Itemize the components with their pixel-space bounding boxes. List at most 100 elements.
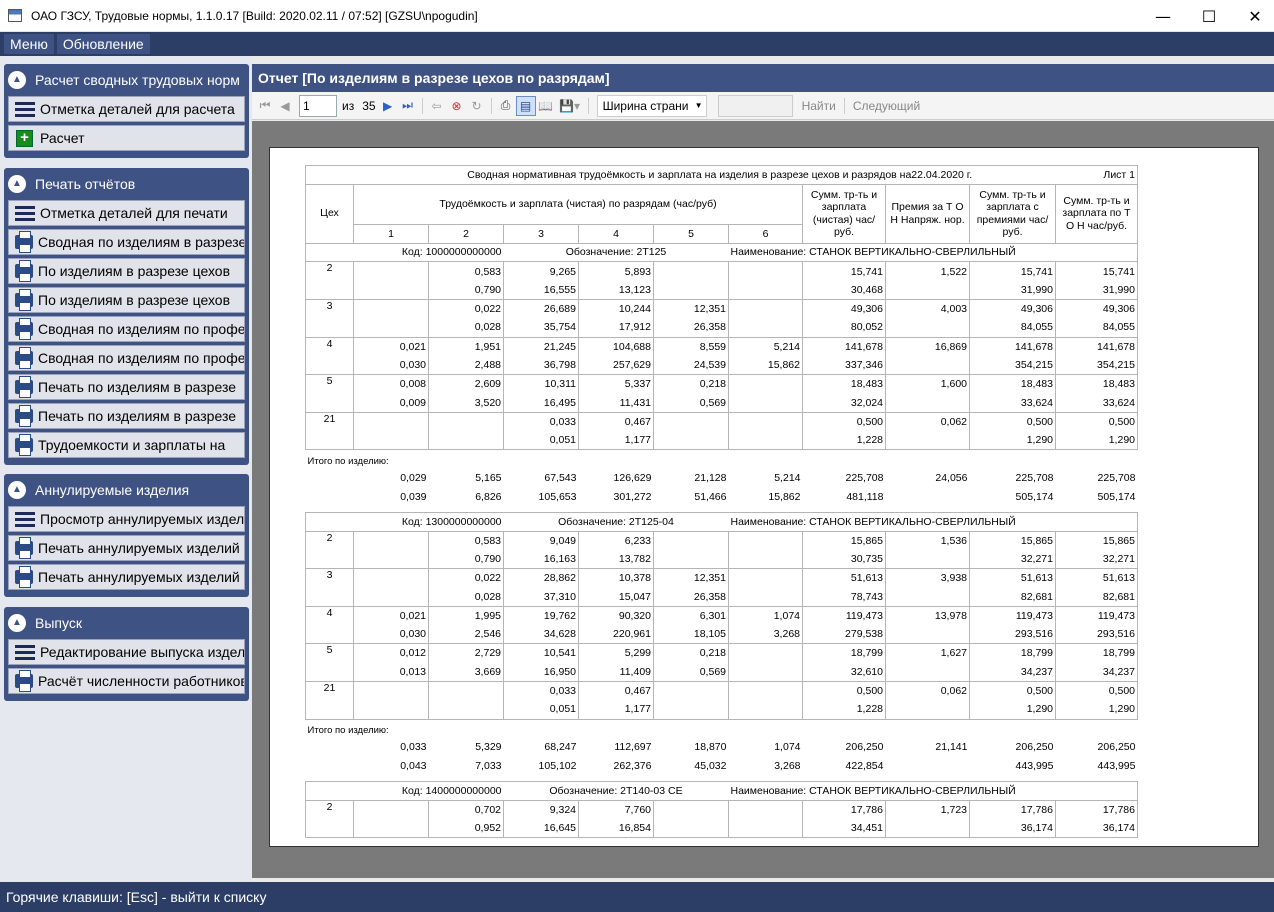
value-cell bbox=[728, 374, 803, 394]
export-icon[interactable]: 💾▾ bbox=[559, 98, 581, 113]
sidebar-item[interactable]: Просмотр аннулируемых изделий bbox=[8, 506, 245, 532]
sidebar-item[interactable]: Сводная по изделиям по профессиям bbox=[8, 316, 245, 342]
prev-page-icon[interactable]: ◀ bbox=[280, 98, 290, 113]
value-cell: 18,483 bbox=[802, 374, 886, 394]
value-cell: 119,473 bbox=[969, 605, 1056, 626]
collapse-icon[interactable]: ▲ bbox=[8, 481, 26, 499]
value-cell: 15,865 bbox=[802, 530, 886, 550]
collapse-icon[interactable]: ▲ bbox=[8, 175, 26, 193]
collapse-icon[interactable]: ▲ bbox=[8, 614, 26, 632]
value-cell: 36,798 bbox=[503, 355, 579, 376]
table-row: 0,952 16,645 16,854 34,451 36,174 36,174 bbox=[306, 819, 1138, 839]
value-cell: 18,105 bbox=[653, 625, 729, 645]
page-setup-icon[interactable]: 📖 bbox=[538, 98, 554, 113]
value-cell: 1,723 bbox=[885, 799, 970, 819]
sidebar-item[interactable]: Сводная по изделиям по профессиям bbox=[8, 345, 245, 371]
sidebar-group-header[interactable]: ▲ Печать отчётов bbox=[4, 168, 249, 200]
value-cell: 16,163 bbox=[503, 549, 579, 570]
find-button[interactable]: Найти bbox=[801, 98, 836, 113]
total-pages: 35 bbox=[362, 98, 376, 113]
sidebar-item[interactable]: По изделиям в разрезе цехов bbox=[8, 287, 245, 313]
total-label: Итого по изделию: bbox=[307, 725, 389, 737]
sidebar-item[interactable]: Отметка деталей для печати bbox=[8, 200, 245, 226]
menu-main[interactable]: Меню bbox=[4, 34, 54, 54]
value-cell: 0,051 bbox=[503, 431, 579, 451]
back-icon[interactable]: ⇦ bbox=[431, 98, 442, 113]
value-cell: 1,290 bbox=[969, 431, 1056, 451]
sidebar-group-header[interactable]: ▲ Выпуск bbox=[4, 607, 249, 639]
print-icon bbox=[15, 566, 33, 588]
sidebar-item[interactable]: Печать аннулируемых изделий bbox=[8, 564, 245, 590]
minimize-icon[interactable]: — bbox=[1155, 6, 1171, 26]
shop-cell: 21 bbox=[305, 411, 354, 451]
grade-header: 1 bbox=[353, 223, 429, 244]
sidebar-group-header[interactable]: ▲ Аннулируемые изделия bbox=[4, 474, 249, 506]
sidebar-item[interactable]: + Расчет bbox=[8, 125, 245, 151]
value-cell: 17,786 bbox=[802, 799, 886, 819]
sidebar-item[interactable]: Трудоемкости и зарплаты на bbox=[8, 432, 245, 458]
next-page-icon[interactable]: ▶ bbox=[382, 98, 393, 113]
value-cell bbox=[428, 431, 504, 451]
total-row: 0,039 6,826 105,653 301,272 51,466 15,862 481,… bbox=[306, 487, 1138, 506]
value-cell: 13,978 bbox=[885, 605, 970, 626]
sidebar-item[interactable]: Печать аннулируемых изделий bbox=[8, 535, 245, 561]
value-cell: 16,950 bbox=[503, 662, 579, 682]
sidebar-group-title: Выпуск bbox=[35, 615, 82, 631]
report-viewer[interactable]: Сводная нормативная трудоёмкость и зарпл… bbox=[252, 121, 1274, 878]
stop-icon[interactable]: ⊗ bbox=[451, 98, 462, 113]
page-number-input[interactable] bbox=[299, 94, 337, 117]
value-cell: 1,627 bbox=[885, 643, 970, 663]
find-next-button[interactable]: Следующий bbox=[852, 98, 921, 113]
first-page-icon[interactable]: ⏮ bbox=[259, 98, 271, 112]
value-cell: 4,003 bbox=[885, 298, 970, 319]
sidebar-item[interactable]: Расчёт численности работников bbox=[8, 668, 245, 694]
product-code: Код: 1400000000000 bbox=[305, 780, 504, 801]
value-cell: 2,609 bbox=[428, 374, 504, 394]
value-cell: 30,735 bbox=[802, 549, 886, 570]
sidebar-item[interactable]: Печать по изделиям в разрезе bbox=[8, 403, 245, 429]
value-cell bbox=[885, 393, 970, 413]
value-cell bbox=[728, 643, 803, 663]
sidebar-group-header[interactable]: ▲ Расчет сводных трудовых норм bbox=[4, 64, 249, 96]
total-value: 112,697 bbox=[614, 741, 652, 754]
total-value: 105,653 bbox=[538, 490, 577, 503]
value-cell: 16,645 bbox=[503, 819, 579, 839]
value-cell: 0,569 bbox=[653, 662, 729, 682]
last-page-icon[interactable]: ⏭ bbox=[402, 98, 413, 112]
value-cell: 0,030 bbox=[353, 625, 429, 645]
print-icon[interactable]: ⎙ bbox=[500, 98, 511, 112]
sidebar-item[interactable]: Редактирование выпуска изделий bbox=[8, 639, 245, 665]
empty-cell bbox=[306, 487, 354, 506]
zoom-select[interactable]: Ширина страни ▼ bbox=[596, 94, 707, 117]
value-cell bbox=[885, 318, 970, 338]
value-cell bbox=[353, 411, 429, 432]
close-icon[interactable]: ✕ bbox=[1248, 6, 1262, 26]
sidebar-item[interactable]: Сводная по изделиям в разрезе цехов bbox=[8, 229, 245, 255]
value-cell: 0,030 bbox=[353, 355, 429, 376]
sidebar-item-label: Печать аннулируемых изделий bbox=[38, 569, 240, 585]
search-input[interactable] bbox=[717, 94, 793, 117]
menu-update[interactable]: Обновление bbox=[56, 34, 150, 54]
collapse-icon[interactable]: ▲ bbox=[8, 71, 26, 89]
value-cell: 26,689 bbox=[503, 298, 579, 319]
total-label-row: Итого по изделию: bbox=[306, 719, 1138, 738]
sidebar-item[interactable]: Печать по изделиям в разрезе bbox=[8, 374, 245, 400]
value-cell: 0,500 bbox=[969, 411, 1056, 432]
value-cell: 0,013 bbox=[353, 662, 429, 682]
total-value: 5,165 bbox=[475, 472, 502, 485]
sidebar-item[interactable]: Отметка деталей для расчета bbox=[8, 96, 245, 122]
maximize-icon[interactable]: ☐ bbox=[1201, 6, 1217, 26]
total-value: 7,033 bbox=[475, 760, 502, 772]
separator bbox=[421, 97, 423, 114]
value-cell: 1,177 bbox=[578, 700, 654, 720]
table-row: 5 0,012 2,729 10,541 5,299 0,218 18,799 1,627 18… bbox=[305, 643, 1138, 682]
sidebar-item-label: Трудоемкости и зарплаты на bbox=[38, 437, 226, 453]
product-code: Код: 1000000000000 bbox=[305, 242, 504, 263]
print-layout-icon[interactable]: ▤ bbox=[515, 95, 536, 116]
shop-cell: 5 bbox=[305, 643, 354, 682]
refresh-icon[interactable]: ↻ bbox=[471, 98, 482, 113]
value-cell bbox=[728, 700, 803, 720]
sidebar-item[interactable]: По изделиям в разрезе цехов bbox=[8, 258, 245, 284]
value-cell bbox=[728, 431, 803, 451]
value-cell: 31,990 bbox=[969, 280, 1056, 300]
